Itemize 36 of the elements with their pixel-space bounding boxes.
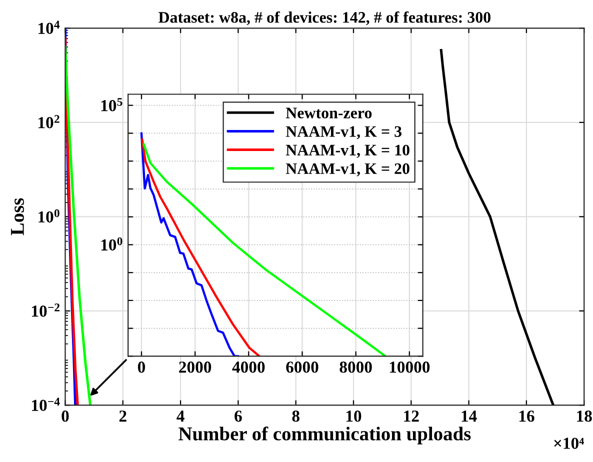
x-tick-label: 0 — [138, 362, 146, 373]
x-axis-title: Number of communication uploads — [178, 426, 471, 444]
x-tick-label: 10 — [346, 410, 362, 422]
x-tick-label: 14 — [462, 410, 477, 422]
x-tick-label: 8 — [292, 410, 300, 422]
line-series — [140, 132, 240, 356]
y-tick-label: 10$^{0}$ — [38, 209, 60, 223]
y-tick-label: 10$^{4}$ — [38, 20, 60, 34]
x-tick-label: 2 — [119, 410, 126, 422]
chart-title: Dataset: w8a, # of devices: 142, # of features: 300 — [158, 11, 490, 26]
x-tick-label: 4 — [176, 410, 184, 422]
line-series — [141, 138, 260, 356]
x-tick-label: 12 — [404, 410, 419, 422]
y-tick-label: 10$^{−2}$ — [32, 304, 60, 317]
y-axis-title: Loss — [11, 198, 24, 236]
x-tick-label: 16 — [519, 410, 534, 422]
y-tick-label: 10$^{2}$ — [38, 115, 60, 128]
x-tick-label: 6000 — [286, 362, 318, 373]
line-series — [65, 46, 92, 406]
x-tick-label: 10000 — [390, 362, 430, 373]
x-tick-label: 18 — [577, 410, 592, 422]
y-tick-label: 10$^{5}$ — [101, 98, 122, 112]
x-tick-label: 4000 — [232, 362, 265, 373]
x-tick-label: 8000 — [340, 362, 372, 373]
legend-label: Newton-zero — [286, 108, 372, 118]
x-tick-label: 0 — [62, 410, 69, 422]
legend-label: NAAM-v1, K = 10 — [286, 144, 410, 158]
x-tick-label: 6 — [234, 410, 242, 422]
y-tick-label: 10$^{0}$ — [101, 237, 122, 251]
x-tick-label: 2000 — [179, 362, 212, 373]
y-tick-label: 10$^{−4}$ — [32, 398, 60, 411]
text: ×10⁴ — [554, 438, 584, 449]
line-series — [440, 49, 555, 406]
line-series — [65, 37, 79, 406]
legend-label: NAAM-v1, K = 20 — [286, 163, 410, 176]
legend-label: NAAM-v1, K = 3 — [286, 126, 402, 140]
